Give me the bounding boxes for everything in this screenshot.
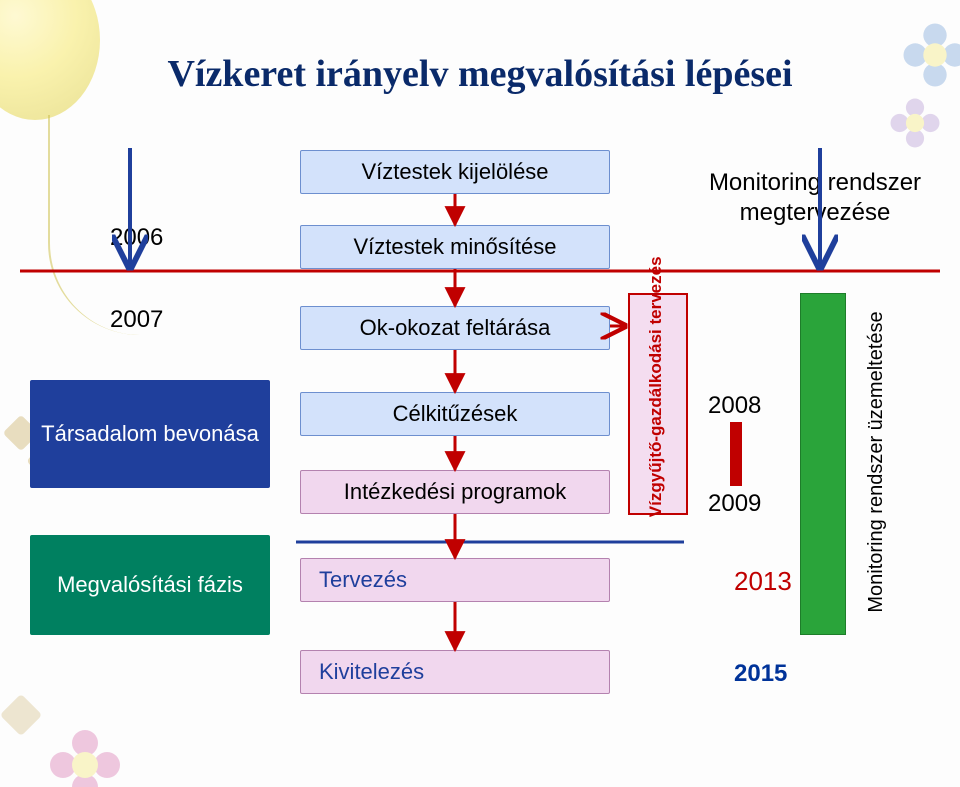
year-2007: 2007 — [110, 306, 163, 334]
year-2009: 2009 — [708, 490, 761, 518]
box-objectives-label: Célkitűzések — [393, 401, 518, 427]
box-kivitelezes: Kivitelezés — [300, 650, 610, 694]
sidebar-implementation-label: Megvalósítási fázis — [57, 572, 243, 598]
box-designation-label: Víztestek kijelölése — [361, 159, 548, 185]
year-2006: 2006 — [110, 224, 163, 252]
sidebar-society-label: Társadalom bevonása — [41, 421, 259, 447]
box-classification-label: Víztestek minősítése — [354, 234, 557, 260]
sidebar-implementation: Megvalósítási fázis — [30, 535, 270, 635]
box-kivitelezes-label: Kivitelezés — [319, 659, 424, 685]
slide-title: Vízkeret irányelv megvalósítási lépései — [80, 52, 880, 96]
diagram-stage: Vízkeret irányelv megvalósítási lépései … — [0, 0, 960, 787]
box-cause-effect: Ok-okozat feltárása — [300, 306, 610, 350]
box-tervezes-label: Tervezés — [319, 567, 407, 593]
monitoring-ops-label: Monitoring rendszer üzemeltetése — [864, 302, 888, 622]
deco-flower — [904, 24, 960, 87]
deco-flower — [50, 730, 120, 787]
monitoring-ops-bar — [800, 293, 846, 635]
box-measure-programs-label: Intézkedési programok — [344, 479, 567, 505]
year-2015: 2015 — [734, 660, 787, 688]
box-objectives: Célkitűzések — [300, 392, 610, 436]
sidebar-society: Társadalom bevonása — [30, 380, 270, 488]
red-vertical-bar — [730, 422, 742, 486]
box-classification: Víztestek minősítése — [300, 225, 610, 269]
box-measure-programs: Intézkedési programok — [300, 470, 610, 514]
year-2008: 2008 — [708, 392, 761, 420]
monitoring-design-label: Monitoring rendszer megtervezése — [690, 168, 940, 228]
box-cause-effect-label: Ok-okozat feltárása — [360, 315, 551, 341]
deco-hex — [0, 694, 42, 736]
box-designation: Víztestek kijelölése — [300, 150, 610, 194]
box-tervezes: Tervezés — [300, 558, 610, 602]
box-basin-planning-label: Vízgyűjtő-gazdálkodási tervezés — [646, 287, 666, 517]
year-2013: 2013 — [734, 566, 792, 597]
deco-flower — [891, 99, 940, 148]
